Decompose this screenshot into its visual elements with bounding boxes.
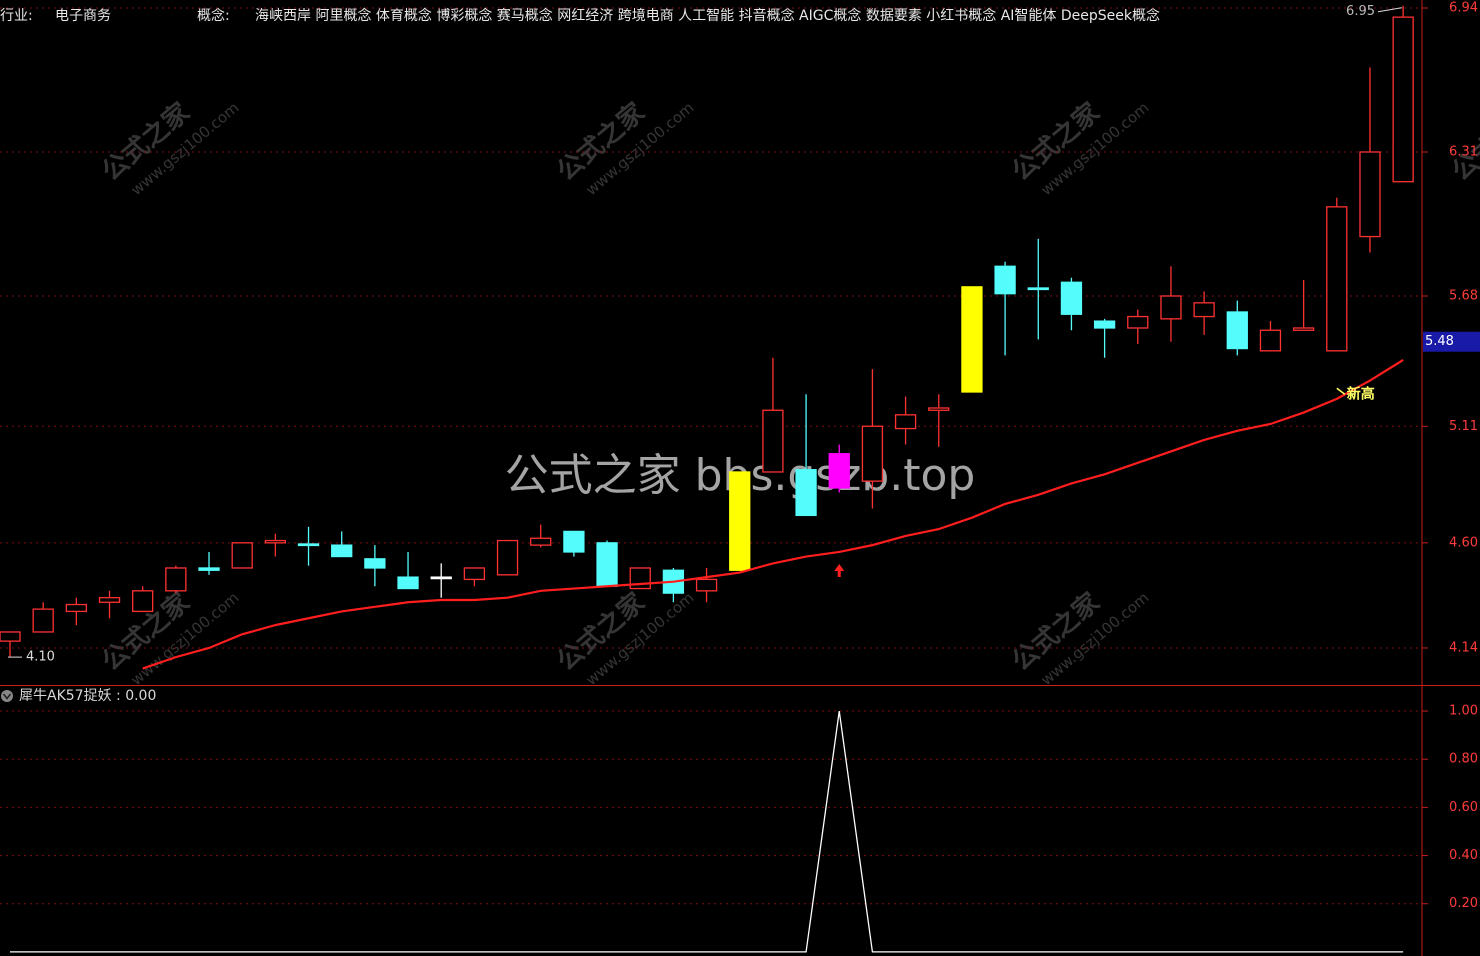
- y-tick-label: 0.80: [1449, 752, 1478, 767]
- candle-body: [828, 453, 850, 489]
- y-tick-label: 4.14: [1449, 640, 1478, 655]
- candle-body: [32, 608, 54, 633]
- candle-body: [231, 542, 253, 569]
- candle-body: [795, 469, 817, 517]
- candle-body: [397, 576, 419, 590]
- candle-body: [496, 539, 519, 576]
- candle-body: [861, 425, 884, 482]
- toggle-chevron: [2, 693, 12, 700]
- annotation-arrow: [1336, 387, 1346, 395]
- cursor-label: 5.48: [1425, 334, 1454, 349]
- candle-body: [1259, 329, 1282, 352]
- candle-body: [1027, 287, 1049, 291]
- candle-body: [463, 567, 486, 581]
- candle-body: [1226, 311, 1248, 350]
- y-tick-label: 6.31: [1449, 144, 1478, 159]
- moving-average: [142, 359, 1404, 670]
- industry-label: 行业:: [0, 8, 33, 24]
- y-tick-label: 4.60: [1449, 535, 1478, 550]
- candle-body: [1093, 320, 1116, 329]
- candle-body: [1359, 151, 1381, 238]
- candle-body: [297, 543, 320, 547]
- candle-body: [762, 409, 784, 473]
- candle-body: [1193, 302, 1215, 318]
- max-arrow: [1377, 7, 1403, 13]
- y-tick-label: 0.40: [1449, 848, 1478, 863]
- max-marker: 6.95: [1346, 4, 1375, 19]
- candle-body: [430, 576, 452, 580]
- concepts: 海峡西岸 阿里概念 体育概念 博彩概念 赛马概念 网红经济 跨境电商 人工智能 …: [255, 7, 1160, 24]
- candle-body: [364, 558, 386, 569]
- candle-body: [165, 567, 187, 592]
- y-tick-label: 0.20: [1449, 896, 1478, 911]
- candle-body: [596, 542, 618, 587]
- candle-body: [928, 407, 950, 411]
- indicator-line: [10, 710, 1404, 953]
- candle-body: [994, 265, 1016, 295]
- candle-body: [1127, 315, 1149, 329]
- candle-body: [65, 603, 87, 613]
- candle-body: [563, 530, 585, 553]
- candle-body: [198, 567, 220, 571]
- indicator-toggle[interactable]: [1, 690, 13, 702]
- candle-body: [1392, 16, 1414, 183]
- candle-body: [1060, 281, 1083, 315]
- y-tick-label: 6.94: [1449, 0, 1478, 15]
- candle-body: [98, 597, 121, 603]
- candle-body: [695, 578, 718, 592]
- y-tick-label: 5.11: [1449, 419, 1478, 434]
- candle-body: [264, 539, 287, 544]
- candle-body: [961, 286, 983, 393]
- concept-label: 概念:: [197, 7, 230, 24]
- annotation: 新高: [1347, 385, 1375, 402]
- signal-arrow: [834, 563, 845, 577]
- y-tick-label: 1.00: [1449, 704, 1478, 719]
- y-tick-label: 0.60: [1449, 800, 1478, 815]
- candle-body: [0, 631, 21, 642]
- indicator-title: 犀牛AK57捉妖 : 0.00: [19, 688, 156, 704]
- candle-body: [1292, 327, 1315, 331]
- min-marker: 4.10: [26, 650, 55, 665]
- candle-body: [729, 471, 751, 571]
- candle-body: [331, 544, 353, 558]
- candle-body: [132, 590, 154, 613]
- candle-body: [894, 414, 917, 430]
- candle-body: [1326, 206, 1348, 352]
- y-tick-label: 5.68: [1449, 288, 1478, 303]
- candle-body: [1160, 295, 1182, 320]
- candle-body: [530, 537, 552, 546]
- industry: 电子商务: [55, 8, 111, 24]
- cursor-box: [1423, 331, 1480, 352]
